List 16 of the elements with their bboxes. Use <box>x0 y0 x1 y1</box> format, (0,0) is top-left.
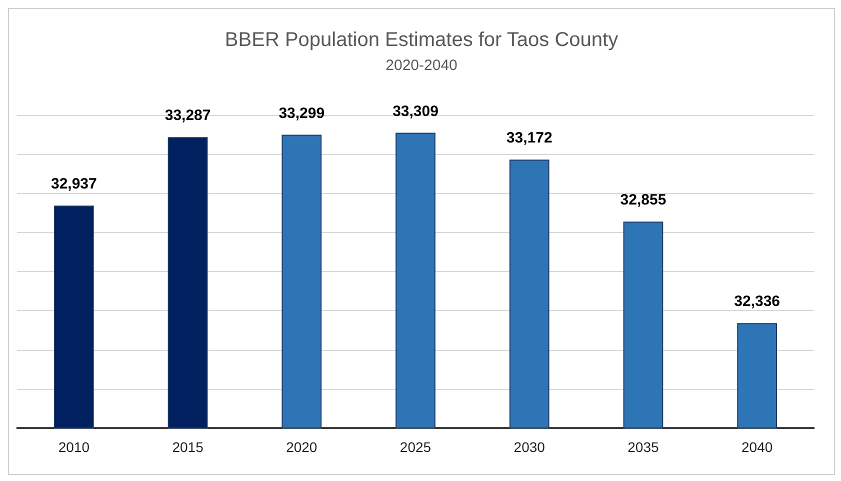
chart-subtitle: 2020-2040 <box>386 57 458 74</box>
data-label: 33,172 <box>506 130 552 147</box>
x-tick-label: 2030 <box>514 439 546 455</box>
data-label: 32,855 <box>620 192 666 209</box>
data-label: 33,287 <box>164 107 211 124</box>
data-label: 32,336 <box>734 293 780 310</box>
x-tick-label: 2035 <box>628 439 659 455</box>
x-tick-label: 2040 <box>741 439 773 455</box>
data-label: 33,299 <box>278 104 325 122</box>
data-label: 32,937 <box>50 176 97 193</box>
x-tick-label: 2020 <box>286 439 318 455</box>
x-tick-label: 2010 <box>58 439 90 455</box>
data-label: 33,309 <box>392 102 438 120</box>
x-tick-label: 2015 <box>172 439 204 455</box>
x-tick-label: 2025 <box>400 439 432 455</box>
chart-title: BBER Population Estimates for Taos County <box>224 29 618 51</box>
